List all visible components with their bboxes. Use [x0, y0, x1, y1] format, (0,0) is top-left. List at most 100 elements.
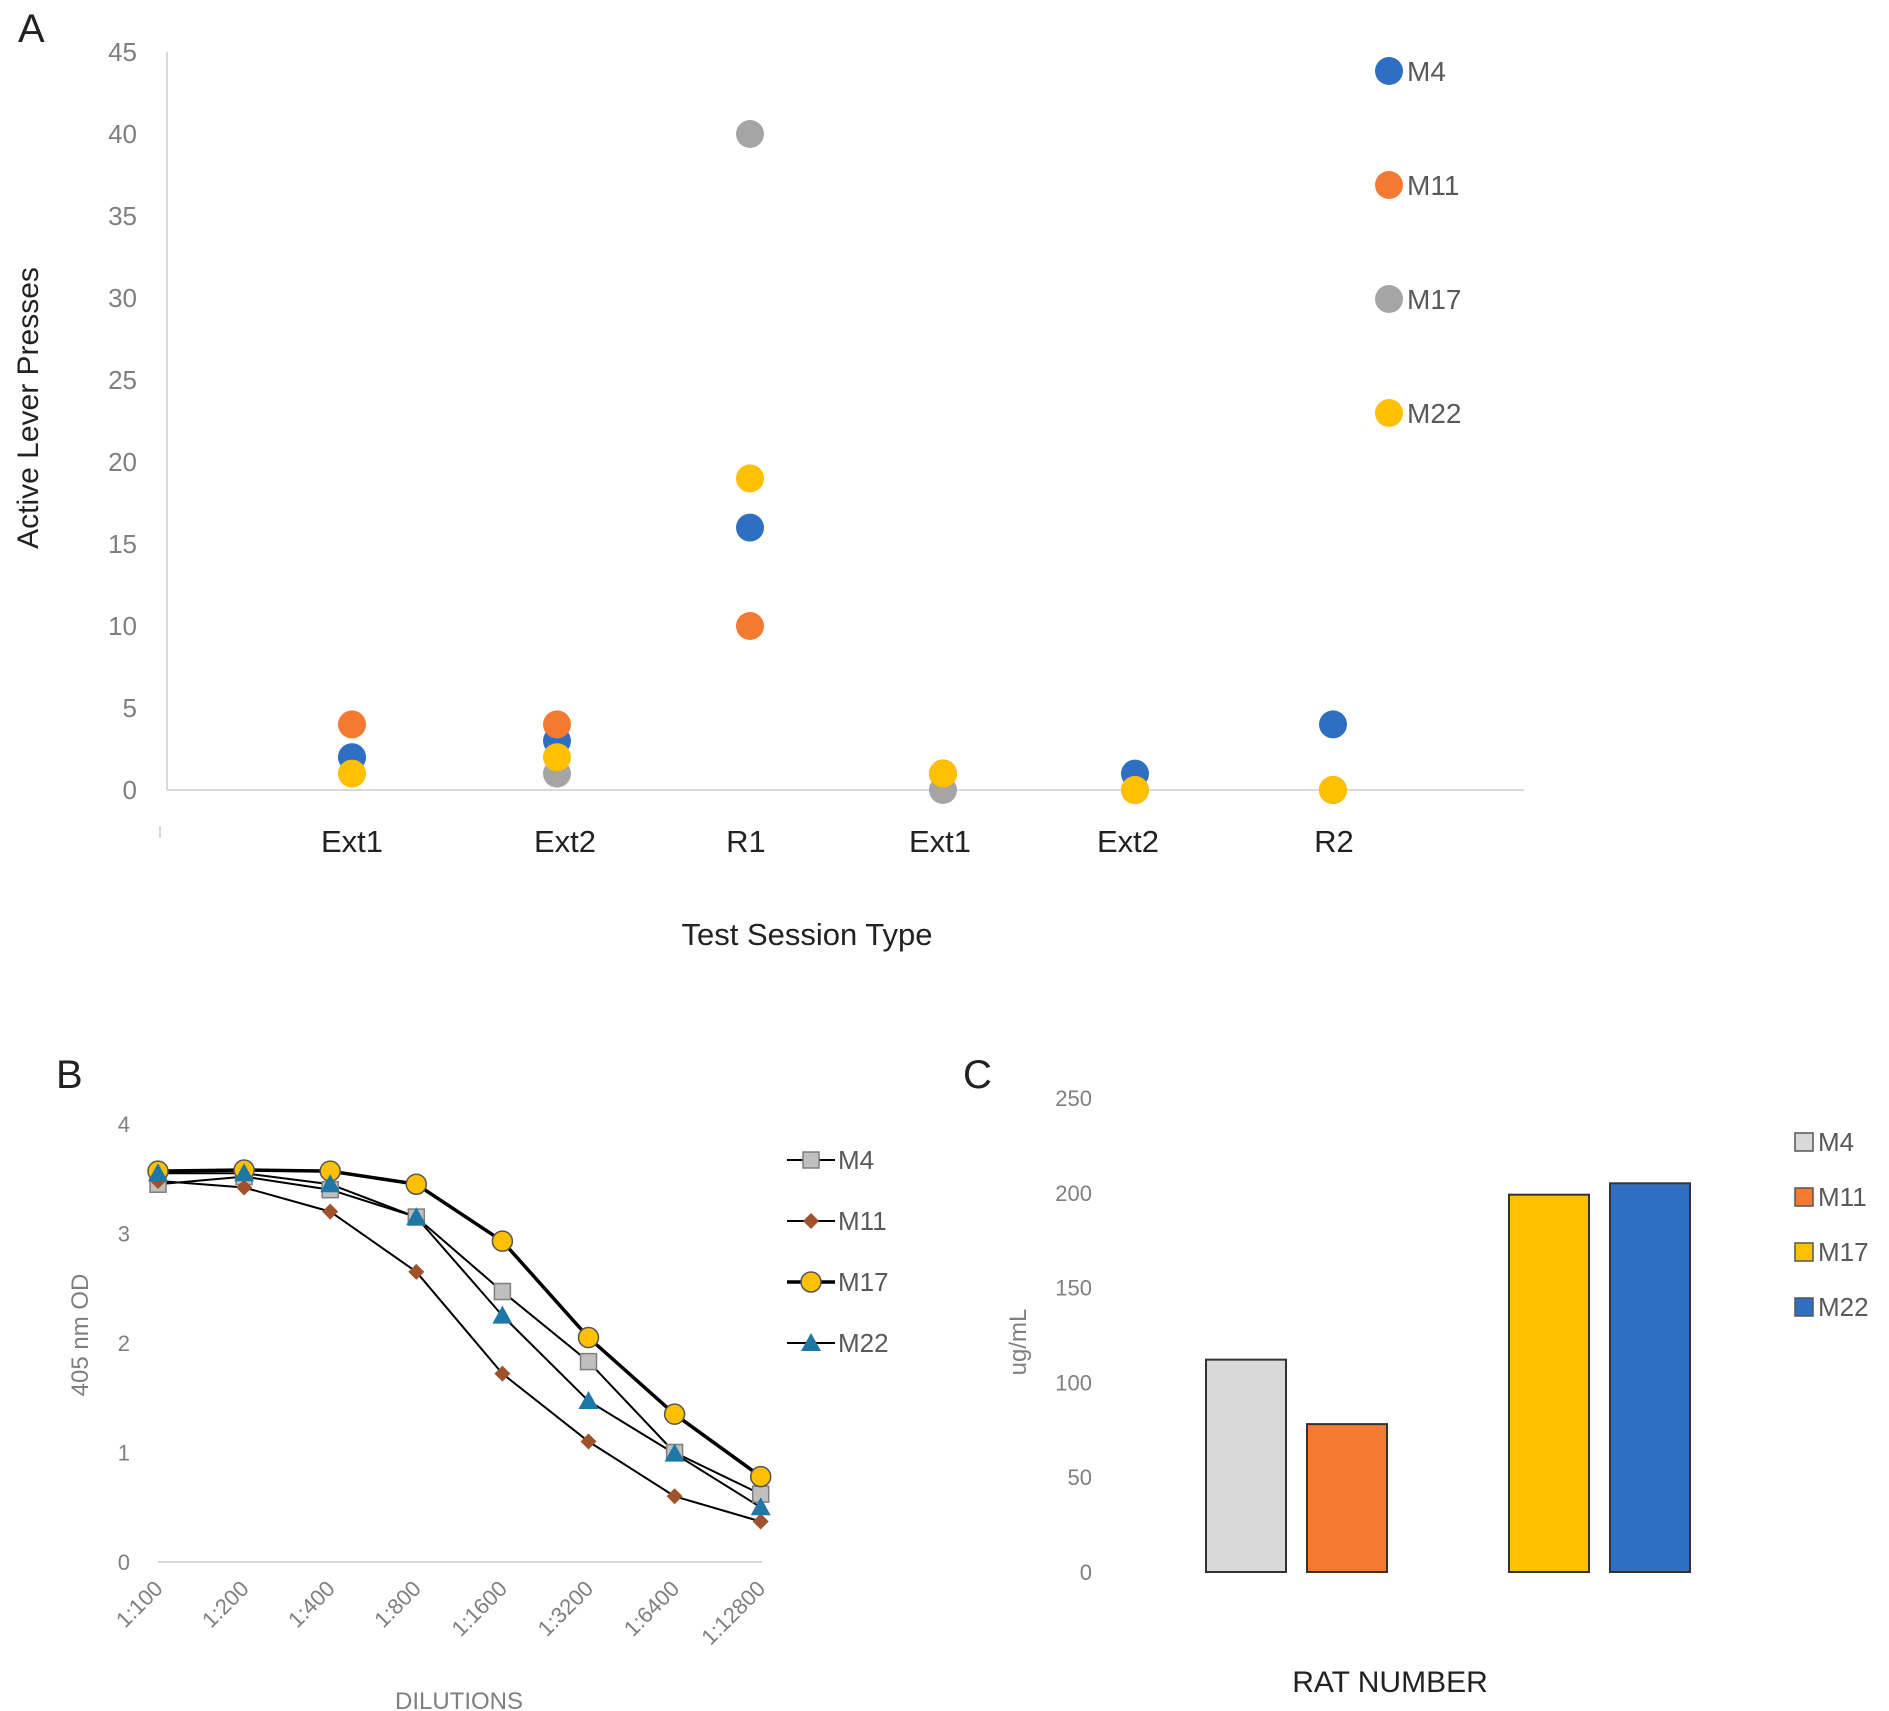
chart-b-legend-marker-m11: [803, 1213, 819, 1229]
chart-a-point-m22: [929, 759, 957, 788]
chart-b-legend-label-m22: M22: [838, 1328, 889, 1358]
chart-a-point-m4: [736, 513, 764, 542]
panel-label-c: C: [963, 1053, 992, 1097]
chart-b-marker-m4: [493, 1282, 512, 1301]
chart-c-bar-m17: [1508, 1193, 1590, 1574]
chart-b-legend-label-m11: M11: [838, 1206, 887, 1236]
chart-c-bar-m22: [1609, 1182, 1691, 1573]
chart-a-point-m22: [1319, 776, 1347, 804]
chart-c: ug/mL RAT NUMBER 0 50 100 150 200 250 M4 M11 M1…: [1005, 1086, 1869, 1699]
chart-b-y-tick-label: 0: [118, 1550, 130, 1575]
chart-b-x-tick-label: 1:200: [197, 1576, 254, 1633]
chart-a-y-tick-label: 25: [108, 365, 137, 395]
chart-a-point-m11: [543, 710, 571, 739]
chart-b-line-m4: [157, 1175, 762, 1496]
chart-b-marker-m22: [234, 1163, 255, 1182]
chart-b-marker-m22: [148, 1163, 168, 1182]
chart-b-legend-marker-m4: [802, 1151, 820, 1169]
chart-c-legend-label-m11: M11: [1818, 1182, 1867, 1212]
chart-c-legend-swatch-m4: [1794, 1132, 1814, 1152]
chart-b-line-m11: [157, 1179, 761, 1523]
chart-c-legend-swatch-m17: [1794, 1242, 1814, 1262]
chart-a-x-tick-label: Ext2: [534, 824, 596, 859]
chart-a-legend-marker-m4: [1375, 57, 1403, 85]
chart-b-x-tick-label: 1:800: [369, 1576, 426, 1633]
chart-a-y-tick-label: 35: [108, 201, 137, 231]
chart-b-x-tick-label: 1:6400: [619, 1576, 684, 1641]
chart-a-x-tick-label: Ext1: [909, 824, 971, 859]
panel-label-b: B: [56, 1053, 83, 1097]
chart-b-marker-m11: [322, 1203, 339, 1220]
chart-b-y-tick-label: 2: [118, 1331, 130, 1356]
chart-a-legend-marker-m17: [1375, 285, 1403, 313]
chart-b-legend-marker-m17: [800, 1271, 822, 1293]
chart-b-marker-m22: [406, 1207, 427, 1226]
chart-b-legend-label-m17: M17: [838, 1267, 889, 1297]
chart-a-x-tick-label: R2: [1314, 824, 1354, 859]
chart-b-marker-m22: [750, 1497, 771, 1516]
chart-b-marker-m11: [752, 1513, 769, 1530]
chart-c-y-tick-label: 200: [1055, 1181, 1092, 1206]
chart-a-point-m22: [338, 759, 366, 788]
chart-c-y-tick-label: 0: [1080, 1560, 1092, 1585]
chart-b-x-tick-label: 1:12800: [696, 1576, 770, 1650]
chart-a-y-tick-label: 15: [108, 529, 137, 559]
chart-c-bar-m11: [1306, 1423, 1388, 1574]
chart-a-y-tick-label: 0: [123, 775, 137, 805]
chart-b-x-tick-label: 1:1600: [447, 1576, 512, 1641]
chart-c-legend-label-m22: M22: [1818, 1292, 1869, 1322]
panel-label-a: A: [18, 7, 45, 51]
chart-b-marker-m11: [580, 1433, 597, 1450]
chart-a-x-tick-label: Ext1: [321, 824, 383, 859]
chart-a-legend-label-m22: M22: [1407, 398, 1461, 429]
chart-a-y-tick-label: 45: [108, 37, 137, 67]
chart-b-marker-m11: [408, 1263, 425, 1280]
chart-a-y-tick-label: 5: [123, 693, 137, 723]
chart-a-y-tick-label: 10: [108, 611, 137, 641]
chart-b-marker-m17: [577, 1326, 600, 1349]
chart-a-point-m22: [736, 464, 764, 493]
chart-c-y-tick-label: 250: [1055, 1086, 1092, 1111]
chart-b-line-m17: [157, 1168, 762, 1479]
chart-a-point-m22: [1121, 776, 1149, 804]
chart-a-point-m22: [543, 743, 571, 772]
chart-a: Active Lever Presses Test Session Type 0…: [12, 37, 1524, 952]
chart-b: 405 nm OD DILUTIONS 0 1 2 3 4 1:100 1:200 1:40…: [67, 1112, 889, 1711]
chart-a-x-axis-label: Test Session Type: [681, 917, 932, 952]
chart-c-y-axis-label: ug/mL: [1005, 1309, 1032, 1376]
chart-b-marker-m17: [663, 1403, 686, 1425]
chart-c-y-tick-label: 50: [1068, 1465, 1092, 1490]
chart-b-y-tick-label: 4: [118, 1112, 130, 1137]
chart-a-y-tick-label: 30: [108, 283, 137, 313]
chart-b-y-axis-label: 405 nm OD: [67, 1274, 94, 1397]
chart-b-y-tick-label: 1: [118, 1441, 130, 1466]
chart-a-point-m11: [338, 710, 366, 739]
chart-b-legend-marker-m22: [801, 1333, 821, 1351]
chart-b-marker-m17: [491, 1230, 514, 1252]
chart-c-x-axis-label: RAT NUMBER: [1292, 1666, 1488, 1699]
chart-a-x-tick-label: R1: [726, 824, 766, 859]
chart-a-y-axis-label: Active Lever Presses: [12, 267, 45, 549]
chart-c-legend-label-m17: M17: [1818, 1237, 1869, 1267]
chart-b-x-axis-label: DILUTIONS: [395, 1688, 523, 1711]
chart-b-marker-m17: [405, 1173, 428, 1195]
chart-a-legend-label-m11: M11: [1407, 170, 1459, 201]
chart-b-marker-m22: [664, 1443, 685, 1462]
chart-b-marker-m17: [749, 1465, 772, 1488]
chart-c-y-tick-label: 100: [1055, 1370, 1092, 1395]
chart-a-point-m11: [736, 612, 764, 640]
chart-a-point-m17: [736, 120, 764, 148]
chart-b-marker-m22: [578, 1391, 599, 1410]
chart-b-x-tick-label: 1:400: [283, 1576, 340, 1633]
chart-b-y-tick-label: 3: [118, 1222, 130, 1247]
chart-c-y-tick-label: 150: [1055, 1276, 1092, 1301]
chart-b-line-m22: [158, 1172, 762, 1509]
chart-a-y-tick-label: 20: [108, 447, 137, 477]
chart-c-legend-swatch-m11: [1794, 1187, 1814, 1207]
chart-a-x-tick-label: Ext2: [1097, 824, 1159, 859]
chart-c-bar-m4: [1205, 1358, 1287, 1573]
chart-a-point-m4: [1319, 710, 1347, 739]
chart-b-x-tick-label: 1:100: [111, 1576, 168, 1633]
chart-b-x-tick-label: 1:3200: [533, 1576, 598, 1641]
